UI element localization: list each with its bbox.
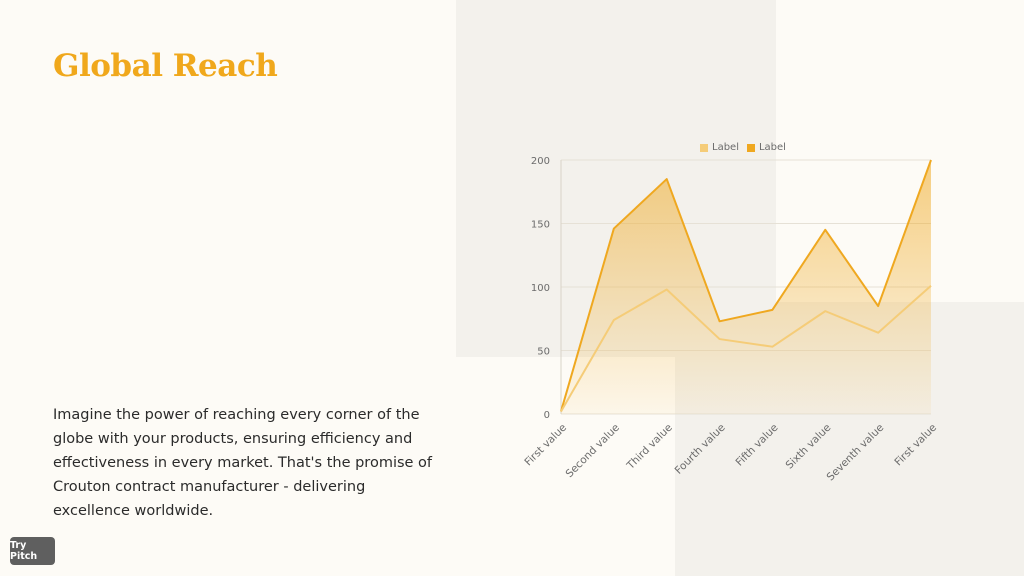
series-line-2 — [560, 159, 932, 412]
slide-body-text: Imagine the power of reaching every corn… — [53, 407, 433, 519]
x-tick-label: Third value — [624, 422, 675, 473]
legend-swatch-series-1 — [700, 143, 708, 152]
y-tick-label: 200 — [531, 156, 550, 167]
legend-label-series-2: Label — [758, 142, 786, 153]
legend-item-series-1: Label — [700, 142, 739, 153]
y-tick-label: 50 — [537, 347, 550, 358]
try-pitch-button[interactable]: Try Pitch — [10, 537, 55, 565]
x-tick-label: First value — [522, 422, 569, 469]
slide-title: Global Reach — [53, 48, 278, 84]
legend-item-series-2: Label — [746, 142, 786, 153]
series-line-1 — [560, 284, 932, 412]
x-tick-label: Sixth value — [783, 422, 833, 472]
x-tick-label: Fifth value — [734, 422, 781, 469]
x-tick-label: Seventh value — [825, 422, 887, 484]
area-fill-series-2 — [561, 160, 931, 414]
x-tick-label: First value — [892, 422, 939, 469]
chart-legend: Label Label — [700, 142, 786, 153]
x-tick-label: Second value — [564, 422, 622, 480]
x-tick-label: Fourth value — [673, 422, 728, 477]
y-tick-label: 100 — [531, 283, 550, 294]
y-tick-label: 150 — [531, 220, 550, 231]
legend-label-series-1: Label — [712, 142, 739, 153]
y-tick-label: 0 — [544, 410, 550, 421]
legend-swatch-series-2 — [746, 143, 755, 152]
